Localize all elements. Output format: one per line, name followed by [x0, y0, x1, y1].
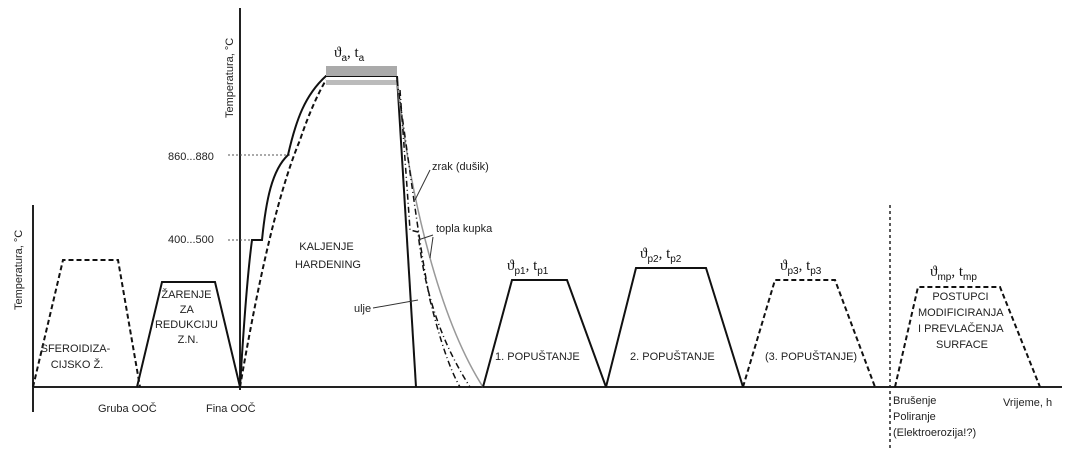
label-fina-ooc: Fina OOČ — [206, 402, 256, 415]
label-popustanje2: 2. POPUŠTANJE — [630, 350, 715, 363]
label-kaljenje: KALJENJE HARDENING — [295, 241, 361, 271]
quench-water — [396, 75, 417, 388]
curve-postupci — [894, 286, 1041, 388]
param-mp: ϑmp, tmp — [930, 264, 977, 283]
main-y-axis-label: Temperatura, °C — [224, 38, 236, 118]
curve-kaljenje-rise-dashed — [239, 79, 327, 388]
label-gruba-ooc: Gruba OOČ — [98, 402, 157, 415]
tick-860-880: 860...880 — [168, 151, 214, 163]
left-y-axis-label: Temperatura, °C — [13, 230, 25, 310]
tick-400-500: 400...500 — [168, 234, 214, 246]
curve-popustanje1 — [482, 279, 607, 388]
label-finishing: Brušenje Poliranje (Elektroerozija!?) — [893, 395, 976, 439]
quench-salt-bath — [399, 89, 471, 388]
curve-popustanje3 — [742, 279, 876, 388]
param-p2: ϑp2, tp2 — [640, 246, 682, 265]
ptr-topla-2 — [429, 236, 434, 259]
ptr-ulje — [372, 299, 419, 309]
label-sferoidizacija: SFEROIDIZA- CIJSKO Ž. — [41, 343, 114, 371]
curve-zarenje — [136, 281, 241, 388]
austenit-band — [326, 66, 397, 76]
label-zarenje: ŽARENJE ZA REDUKCIJU Z.N. — [155, 288, 221, 346]
label-postupci: POSTUPCI MODIFICIRANJA I PREVLAČENJA SUR… — [918, 291, 1006, 351]
x-axis-label: Vrijeme, h — [1003, 397, 1052, 409]
quench-oil — [396, 79, 461, 388]
curve-kaljenje-rise — [239, 75, 397, 388]
austenit-band-bottom — [326, 80, 397, 85]
param-p3: ϑp3, tp3 — [780, 258, 822, 277]
curve-sferoidizacija — [32, 259, 141, 388]
label-popustanje1: 1. POPUŠTANJE — [495, 350, 580, 363]
label-topla-kupka: topla kupka — [436, 223, 493, 235]
ptr-zrak — [414, 169, 431, 201]
ptr-topla-1 — [417, 234, 434, 241]
label-ulje: ulje — [354, 303, 371, 315]
label-popustanje3: (3. POPUŠTANJE) — [765, 350, 857, 363]
param-p1: ϑp1, tp1 — [507, 258, 549, 277]
label-zrak: zrak (dušik) — [432, 161, 489, 173]
quench-air — [396, 79, 484, 388]
curve-popustanje2 — [605, 267, 744, 388]
param-austenit: ϑa, ta — [334, 45, 365, 64]
